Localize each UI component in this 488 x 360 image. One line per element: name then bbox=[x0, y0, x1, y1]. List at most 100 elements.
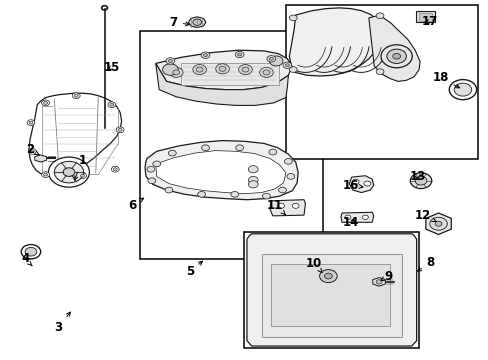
Circle shape bbox=[27, 120, 35, 126]
Polygon shape bbox=[35, 155, 46, 162]
Circle shape bbox=[203, 54, 207, 57]
Circle shape bbox=[375, 13, 383, 19]
Circle shape bbox=[242, 67, 248, 72]
Circle shape bbox=[237, 53, 241, 56]
Circle shape bbox=[219, 66, 225, 71]
Circle shape bbox=[289, 15, 297, 21]
Polygon shape bbox=[372, 278, 385, 286]
Circle shape bbox=[148, 178, 156, 184]
Text: 3: 3 bbox=[54, 312, 70, 333]
Circle shape bbox=[169, 67, 183, 77]
Text: 13: 13 bbox=[408, 170, 425, 183]
Circle shape bbox=[192, 19, 201, 26]
Circle shape bbox=[25, 247, 37, 256]
Polygon shape bbox=[415, 11, 434, 22]
Polygon shape bbox=[156, 63, 288, 105]
Text: 2: 2 bbox=[26, 143, 39, 156]
Circle shape bbox=[386, 49, 406, 63]
Circle shape bbox=[319, 270, 336, 283]
Circle shape bbox=[113, 168, 117, 171]
Circle shape bbox=[168, 150, 176, 156]
Circle shape bbox=[28, 148, 36, 154]
Circle shape bbox=[165, 58, 174, 64]
Text: 8: 8 bbox=[417, 256, 434, 271]
Circle shape bbox=[43, 102, 47, 104]
Circle shape bbox=[153, 161, 160, 167]
Text: 12: 12 bbox=[413, 209, 435, 222]
Circle shape bbox=[74, 94, 78, 97]
Text: 17: 17 bbox=[421, 15, 437, 28]
Circle shape bbox=[79, 173, 86, 179]
Circle shape bbox=[147, 166, 155, 172]
Circle shape bbox=[81, 174, 84, 177]
Circle shape bbox=[235, 51, 244, 58]
Bar bbox=[140, 31, 322, 259]
Circle shape bbox=[453, 83, 471, 96]
Text: 18: 18 bbox=[431, 71, 459, 88]
Polygon shape bbox=[340, 212, 373, 222]
Circle shape bbox=[268, 149, 276, 155]
Circle shape bbox=[201, 52, 209, 58]
Circle shape bbox=[230, 192, 238, 197]
Circle shape bbox=[262, 193, 270, 199]
Circle shape bbox=[363, 181, 370, 186]
Circle shape bbox=[21, 244, 41, 259]
Circle shape bbox=[63, 168, 75, 176]
Circle shape bbox=[351, 179, 358, 184]
Circle shape bbox=[292, 203, 299, 208]
Polygon shape bbox=[156, 150, 285, 194]
Circle shape bbox=[192, 64, 206, 75]
Circle shape bbox=[269, 56, 283, 66]
Polygon shape bbox=[156, 50, 292, 90]
Polygon shape bbox=[269, 200, 305, 216]
Circle shape bbox=[284, 158, 292, 164]
Circle shape bbox=[409, 173, 431, 189]
Text: 11: 11 bbox=[266, 199, 285, 215]
Circle shape bbox=[43, 173, 47, 176]
Circle shape bbox=[72, 93, 80, 99]
Circle shape bbox=[41, 100, 49, 106]
Circle shape bbox=[201, 145, 209, 150]
Polygon shape bbox=[188, 17, 205, 28]
Circle shape bbox=[277, 203, 284, 208]
Circle shape bbox=[362, 215, 367, 220]
Bar bbox=[244, 232, 418, 348]
Polygon shape bbox=[348, 176, 373, 193]
Circle shape bbox=[434, 221, 441, 226]
Circle shape bbox=[380, 45, 411, 68]
Circle shape bbox=[259, 67, 273, 77]
Circle shape bbox=[162, 64, 178, 75]
Circle shape bbox=[54, 161, 83, 183]
Bar bbox=[418, 13, 431, 21]
Circle shape bbox=[48, 157, 89, 187]
Circle shape bbox=[108, 102, 116, 108]
Text: 14: 14 bbox=[342, 216, 358, 229]
Circle shape bbox=[248, 176, 258, 184]
Circle shape bbox=[324, 273, 331, 279]
Circle shape bbox=[266, 55, 275, 62]
Circle shape bbox=[448, 80, 476, 100]
Circle shape bbox=[29, 121, 33, 124]
Circle shape bbox=[164, 187, 172, 193]
Circle shape bbox=[172, 70, 179, 75]
Circle shape bbox=[414, 176, 426, 185]
Text: 4: 4 bbox=[21, 252, 32, 266]
Text: 1: 1 bbox=[74, 154, 86, 180]
Text: 7: 7 bbox=[169, 16, 189, 29]
Circle shape bbox=[41, 172, 49, 177]
Circle shape bbox=[215, 64, 229, 74]
Circle shape bbox=[286, 174, 294, 179]
Circle shape bbox=[30, 150, 34, 153]
Circle shape bbox=[285, 64, 289, 67]
Polygon shape bbox=[29, 93, 122, 176]
Circle shape bbox=[392, 53, 400, 59]
Text: 6: 6 bbox=[128, 198, 143, 212]
Polygon shape bbox=[145, 140, 298, 200]
Circle shape bbox=[111, 166, 119, 172]
Circle shape bbox=[248, 166, 258, 173]
Circle shape bbox=[118, 129, 122, 131]
Circle shape bbox=[235, 145, 243, 150]
Circle shape bbox=[196, 67, 203, 72]
Circle shape bbox=[375, 280, 381, 284]
Circle shape bbox=[269, 57, 273, 60]
